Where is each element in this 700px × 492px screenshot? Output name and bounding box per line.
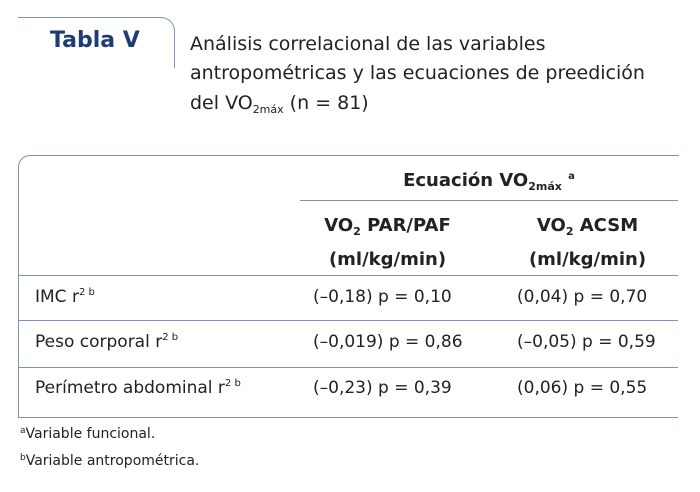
rule	[300, 200, 678, 201]
header-text: VO	[324, 215, 354, 236]
rule	[18, 320, 678, 321]
caption-text: del VO	[190, 92, 253, 114]
cell: (–0,18) p = 0,10	[313, 287, 452, 307]
cell: (–0,23) p = 0,39	[313, 378, 452, 398]
caption-line: del VO2máx (n = 81)	[190, 92, 369, 116]
table-frame	[18, 155, 679, 418]
footnote: aVariable funcional.	[20, 426, 155, 442]
subscript: 2máx	[528, 180, 562, 193]
cell: (–0,019) p = 0,86	[313, 332, 463, 352]
superscript: 2 b	[162, 332, 179, 343]
subscript: 2máx	[252, 103, 284, 116]
row-label-text: Perímetro abdominal r	[35, 378, 225, 398]
table-label: Tabla V	[50, 28, 140, 53]
header-text: ACSM	[579, 215, 639, 236]
footnote-mark: b	[20, 453, 26, 463]
rule	[18, 275, 678, 276]
caption-text: (n = 81)	[289, 92, 369, 114]
label-frame	[18, 17, 175, 68]
cell: (–0,05) p = 0,59	[517, 332, 656, 352]
footnote-mark: a	[20, 426, 26, 436]
caption-line: antropométricas y las ecuaciones de pree…	[190, 62, 645, 84]
row-label: Perímetro abdominal r2 b	[35, 378, 241, 398]
caption-line: Análisis correlacional de las variables	[190, 33, 546, 55]
superscript: 2 b	[224, 378, 241, 389]
row-label-text: Peso corporal r	[35, 332, 163, 352]
row-label-text: IMC r	[35, 287, 79, 307]
header-text: VO	[536, 215, 566, 236]
footnote-text: Variable antropométrica.	[25, 453, 200, 469]
row-label: IMC r2 b	[35, 287, 95, 307]
rule	[18, 417, 678, 418]
column-header: VO2 ACSM (ml/kg/min)	[495, 212, 680, 274]
header-text: Ecuación VO	[403, 170, 529, 191]
header-unit: (ml/kg/min)	[328, 249, 447, 270]
subscript: 2	[565, 225, 574, 238]
footnote: bVariable antropométrica.	[20, 453, 199, 469]
header-text: PAR/PAF	[367, 215, 451, 236]
column-header: VO2 PAR/PAF (ml/kg/min)	[295, 212, 480, 274]
superscript: a	[568, 171, 575, 182]
cell: (0,06) p = 0,55	[517, 378, 648, 398]
group-header: Ecuación VO2máx a	[300, 170, 678, 193]
superscript: 2 b	[78, 287, 95, 298]
rule	[18, 367, 678, 368]
header-unit: (ml/kg/min)	[528, 249, 647, 270]
footnote-text: Variable funcional.	[25, 426, 156, 442]
subscript: 2	[353, 225, 361, 238]
cell: (0,04) p = 0,70	[517, 287, 648, 307]
row-label: Peso corporal r2 b	[35, 332, 178, 352]
